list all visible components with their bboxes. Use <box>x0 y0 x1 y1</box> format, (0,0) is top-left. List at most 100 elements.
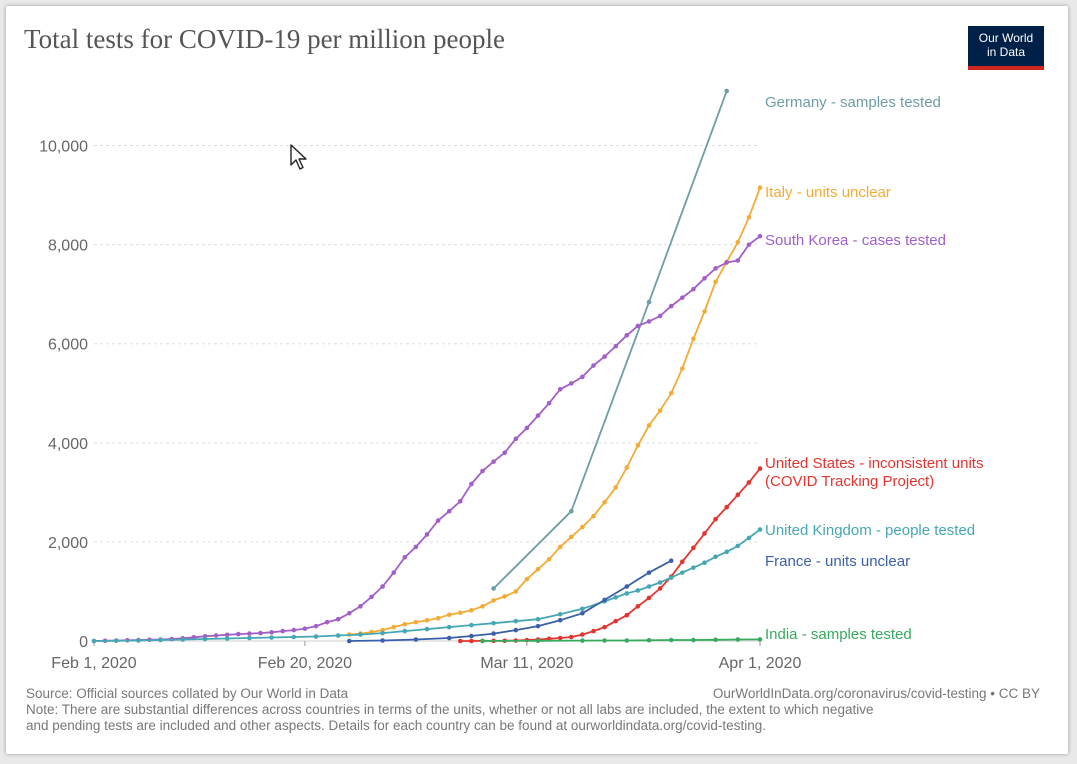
data-point[interactable] <box>158 637 163 643</box>
data-point[interactable] <box>580 610 585 616</box>
data-point[interactable] <box>591 628 596 634</box>
data-point[interactable] <box>624 612 630 618</box>
data-point[interactable] <box>557 387 563 392</box>
data-point[interactable] <box>657 580 663 585</box>
data-point[interactable] <box>580 524 585 530</box>
series[interactable] <box>480 637 763 644</box>
data-point[interactable] <box>446 508 452 514</box>
data-point[interactable] <box>735 492 741 498</box>
data-point[interactable] <box>602 624 607 630</box>
data-point[interactable] <box>668 558 674 564</box>
data-point[interactable] <box>746 242 752 247</box>
data-point[interactable] <box>369 594 374 600</box>
data-point[interactable] <box>635 442 641 448</box>
series[interactable] <box>91 233 763 644</box>
data-point[interactable] <box>624 591 630 596</box>
data-point[interactable] <box>535 623 541 629</box>
data-point[interactable] <box>735 543 741 549</box>
data-point[interactable] <box>469 481 474 487</box>
data-point[interactable] <box>713 554 718 560</box>
data-point[interactable] <box>580 638 585 643</box>
series-line[interactable] <box>93 528 761 642</box>
data-point[interactable] <box>513 436 519 442</box>
data-point[interactable] <box>602 638 607 643</box>
data-point[interactable] <box>180 637 186 642</box>
data-point[interactable] <box>435 518 441 523</box>
data-point[interactable] <box>668 390 674 396</box>
data-point[interactable] <box>424 626 430 632</box>
data-point[interactable] <box>680 295 685 300</box>
data-point[interactable] <box>269 630 274 635</box>
data-point[interactable] <box>491 598 496 603</box>
data-point[interactable] <box>391 624 397 630</box>
data-point[interactable] <box>713 266 718 271</box>
data-point[interactable] <box>635 604 641 609</box>
data-point[interactable] <box>291 634 297 640</box>
data-point[interactable] <box>724 549 729 555</box>
data-point[interactable] <box>258 630 263 636</box>
data-point[interactable] <box>724 504 729 510</box>
data-point[interactable] <box>613 618 618 624</box>
data-point[interactable] <box>113 638 119 644</box>
data-point[interactable] <box>602 597 607 603</box>
data-point[interactable] <box>613 595 618 600</box>
data-point[interactable] <box>680 559 685 565</box>
series-line[interactable] <box>349 559 672 642</box>
series-line[interactable] <box>492 90 728 590</box>
data-point[interactable] <box>735 637 741 642</box>
data-point[interactable] <box>469 622 474 628</box>
data-point[interactable] <box>569 634 574 640</box>
data-point[interactable] <box>391 570 397 575</box>
data-point[interactable] <box>691 637 696 643</box>
data-point[interactable] <box>380 584 385 589</box>
source-link[interactable]: OurWorldInData.org/coronavirus/covid-tes… <box>712 686 1040 701</box>
data-point[interactable] <box>224 632 230 638</box>
data-point[interactable] <box>491 631 496 636</box>
data-point[interactable] <box>213 633 219 638</box>
data-point[interactable] <box>469 633 474 639</box>
data-point[interactable] <box>680 366 685 371</box>
data-point[interactable] <box>313 623 319 629</box>
data-point[interactable] <box>413 544 419 550</box>
data-point[interactable] <box>202 636 208 642</box>
series[interactable] <box>347 558 674 644</box>
data-point[interactable] <box>557 544 563 550</box>
data-point[interactable] <box>702 560 707 566</box>
data-point[interactable] <box>502 450 508 456</box>
data-point[interactable] <box>480 604 485 609</box>
data-point[interactable] <box>247 631 252 636</box>
data-point[interactable] <box>713 279 718 285</box>
data-point[interactable] <box>535 413 541 418</box>
data-point[interactable] <box>757 637 763 642</box>
data-point[interactable] <box>591 513 596 519</box>
data-point[interactable] <box>236 631 241 637</box>
data-point[interactable] <box>546 400 552 406</box>
data-point[interactable] <box>435 615 441 621</box>
data-point[interactable] <box>757 527 763 532</box>
data-point[interactable] <box>580 632 585 637</box>
data-point[interactable] <box>446 612 452 618</box>
data-point[interactable] <box>424 532 430 537</box>
data-point[interactable] <box>624 584 630 589</box>
data-point[interactable] <box>302 626 308 631</box>
data-point[interactable] <box>458 498 463 504</box>
data-point[interactable] <box>402 628 408 634</box>
data-point[interactable] <box>580 374 585 380</box>
data-point[interactable] <box>291 627 297 633</box>
data-point[interactable] <box>580 606 585 612</box>
data-point[interactable] <box>691 565 696 570</box>
data-point[interactable] <box>657 408 663 413</box>
data-point[interactable] <box>624 638 630 643</box>
data-point[interactable] <box>646 319 652 324</box>
data-point[interactable] <box>668 575 674 580</box>
data-point[interactable] <box>524 576 530 582</box>
series[interactable] <box>458 466 763 644</box>
data-point[interactable] <box>380 630 385 636</box>
data-point[interactable] <box>535 638 541 644</box>
data-point[interactable] <box>446 624 452 630</box>
series[interactable] <box>347 185 763 637</box>
data-point[interactable] <box>569 534 574 540</box>
data-point[interactable] <box>347 638 352 644</box>
data-point[interactable] <box>402 621 408 627</box>
